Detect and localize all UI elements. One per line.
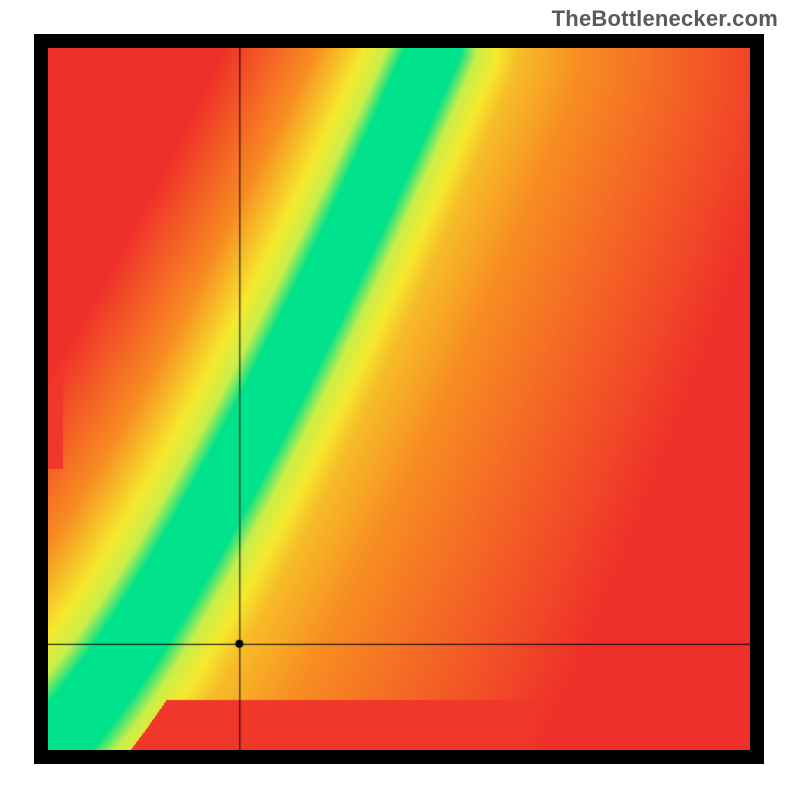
heatmap-canvas [48, 48, 750, 750]
watermark-text: TheBottlenecker.com [552, 6, 778, 32]
chart-frame [34, 34, 764, 764]
